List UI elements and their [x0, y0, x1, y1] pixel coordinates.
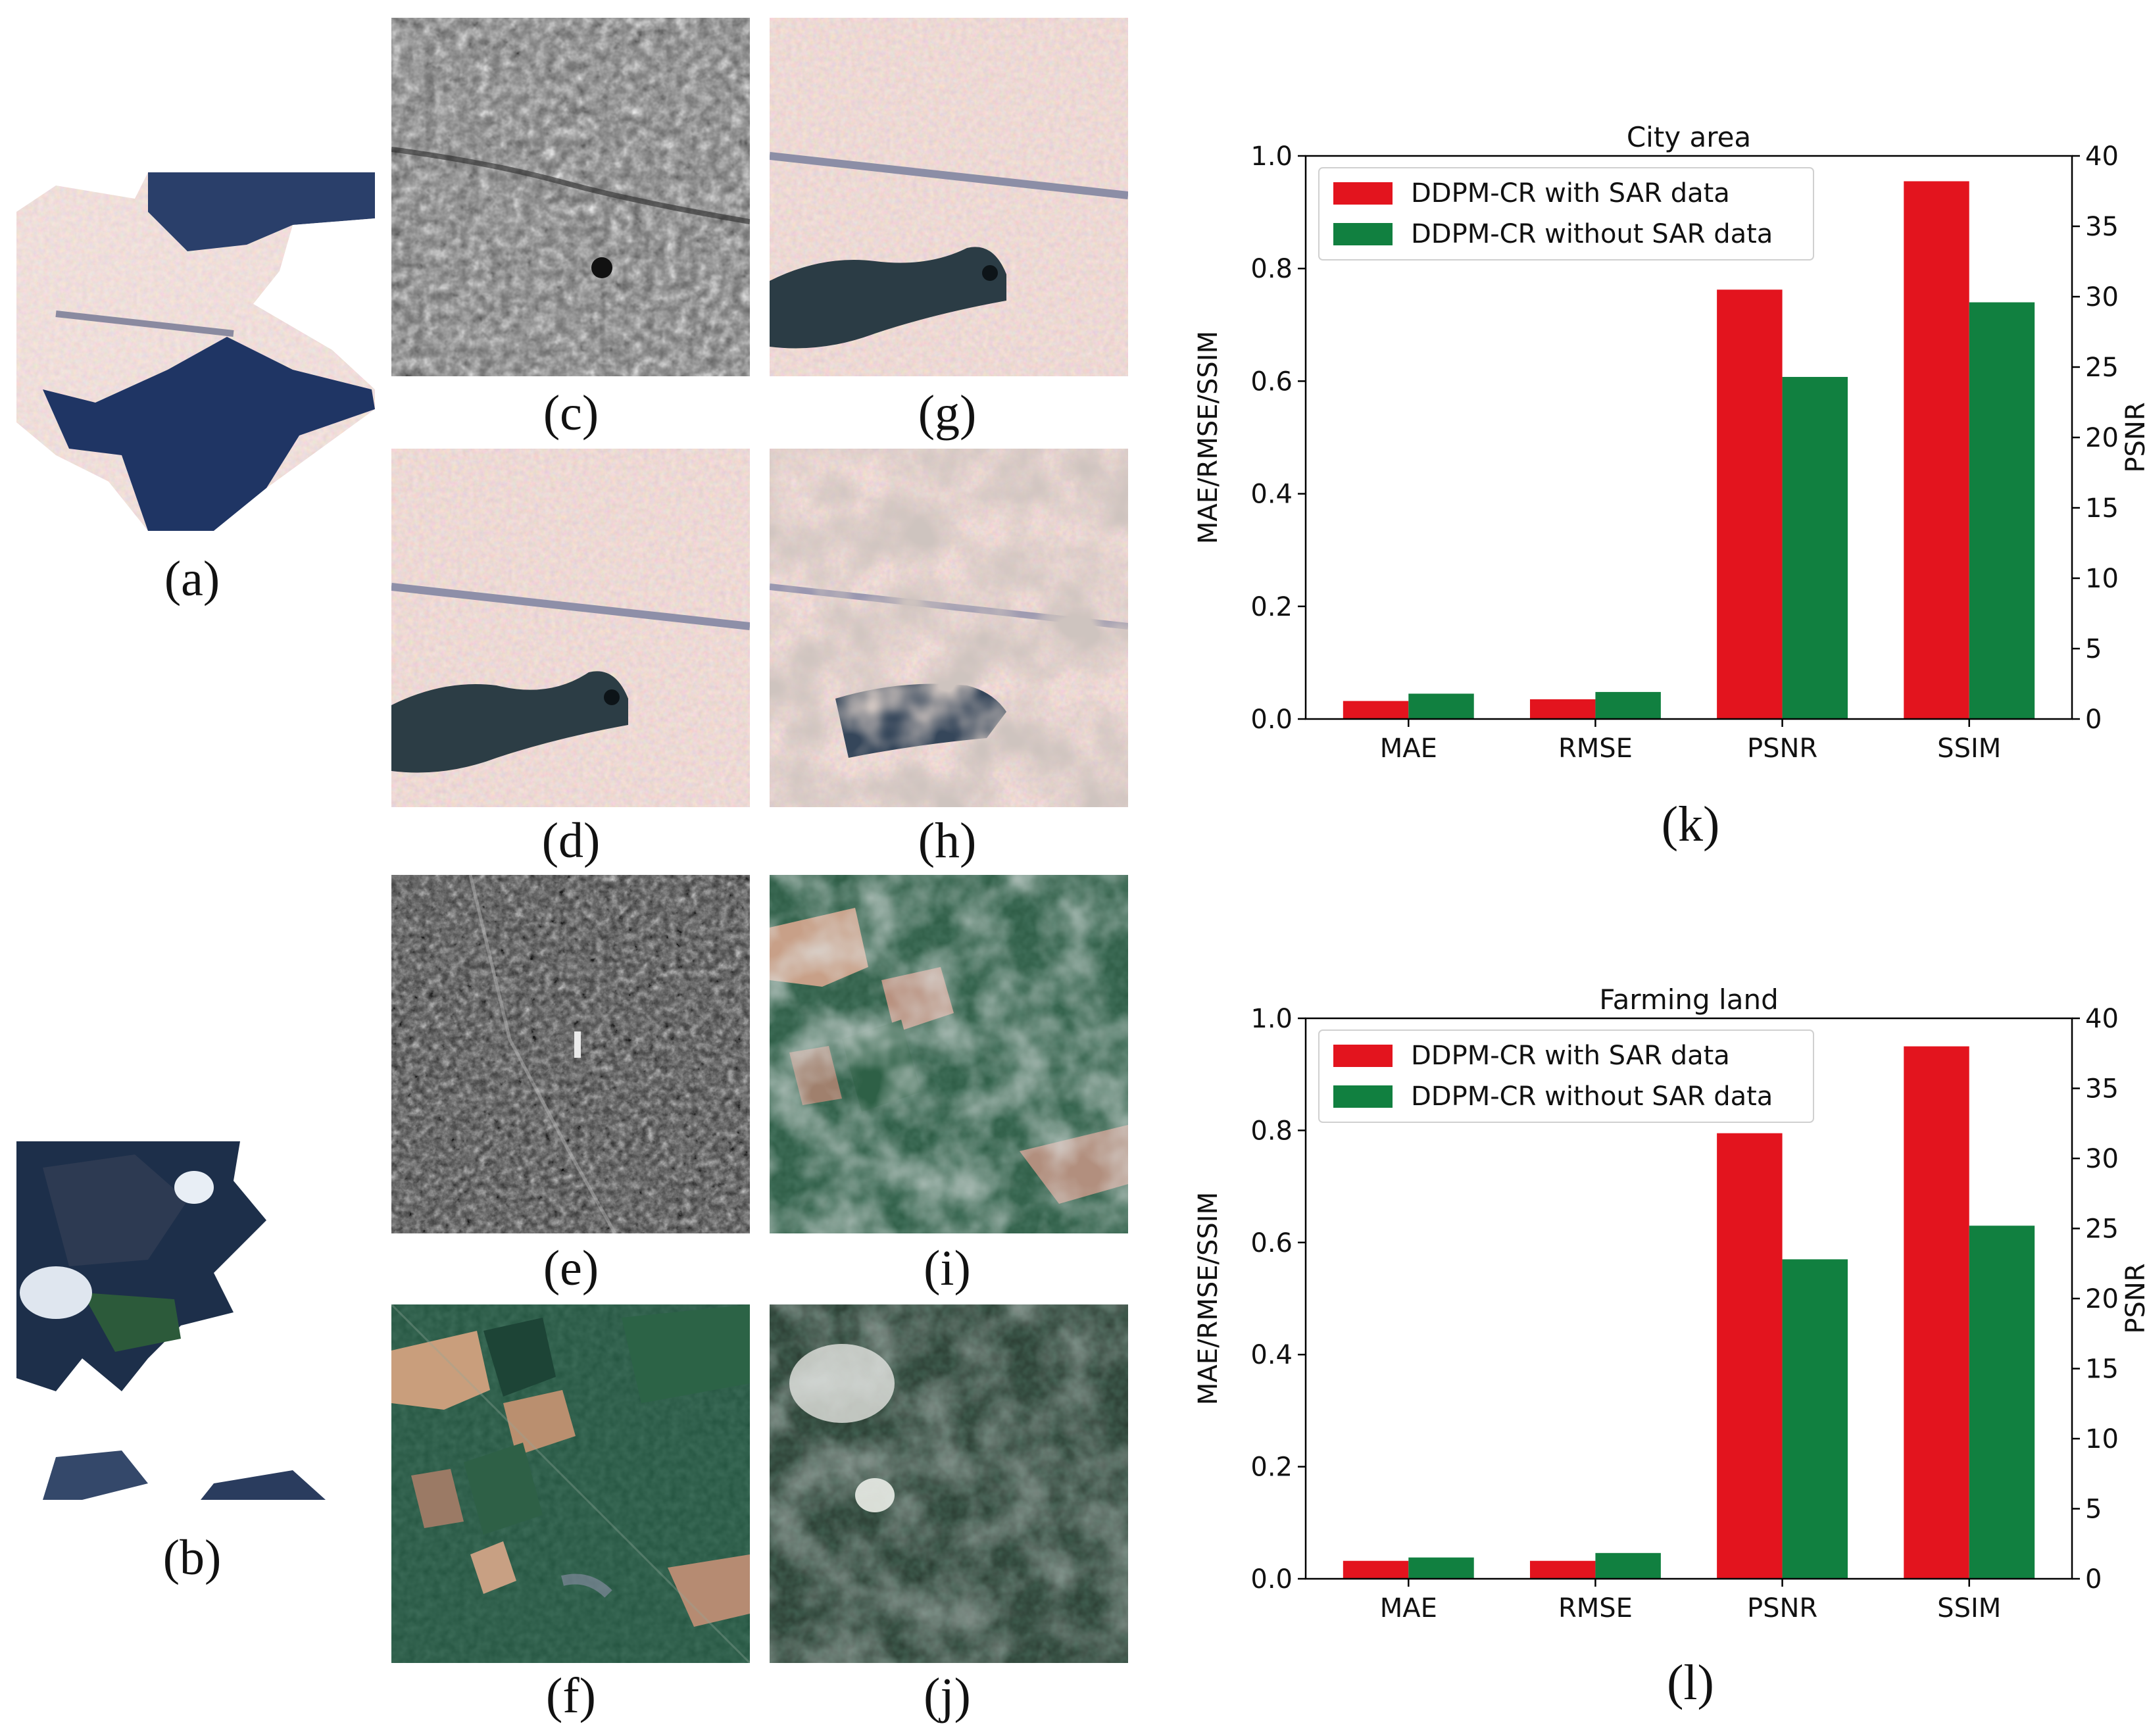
y-axis-label: MAE/RMSE/SSIM: [1193, 331, 1223, 544]
image-i-reconstructed-farmland: [770, 875, 1128, 1233]
y-right-tick-label: 30: [2085, 282, 2119, 312]
legend-swatch: [1333, 182, 1393, 205]
y-right-tick-label: 15: [2085, 493, 2119, 524]
chart-title: City area: [1627, 121, 1751, 153]
y-right-tick-label: 5: [2085, 634, 2102, 664]
caption-f: (f): [546, 1668, 596, 1724]
caption-k: (k): [1661, 797, 1720, 852]
bar-ssim-series-0: [1904, 1046, 1969, 1579]
y-right-tick-label: 40: [2085, 141, 2119, 172]
legend-box: [1318, 167, 1814, 260]
y-tick-label: 1.0: [1250, 1004, 1293, 1034]
image-f-clear-farmland: [391, 1304, 750, 1663]
caption-d: (d): [541, 813, 601, 868]
legend-box: [1318, 1029, 1814, 1123]
legend-label: DDPM-CR with SAR data: [1411, 1041, 1730, 1071]
y-axis-label: MAE/RMSE/SSIM: [1193, 1192, 1223, 1405]
x-tick-label: RMSE: [1558, 733, 1633, 764]
legend-label: DDPM-CR without SAR data: [1411, 219, 1773, 249]
caption-j: (j): [924, 1668, 971, 1724]
bar-mae-series-0: [1343, 1560, 1409, 1579]
y-tick-label: 0.8: [1250, 254, 1293, 284]
y-right-tick-label: 0: [2085, 705, 2102, 735]
y-right-tick-label: 20: [2085, 1284, 2119, 1314]
image-c-sar-city: [391, 18, 750, 376]
y-right-axis-label: PSNR: [2121, 402, 2147, 472]
y-tick-label: 0.6: [1250, 366, 1293, 397]
bar-ssim-series-1: [1969, 1226, 2035, 1579]
y-tick-label: 0.4: [1250, 480, 1293, 510]
x-tick-label: MAE: [1380, 1593, 1437, 1624]
caption-e: (e): [543, 1241, 599, 1296]
legend-swatch: [1333, 223, 1393, 245]
bar-rmse-series-0: [1529, 699, 1596, 719]
chart-1: MAE RMSE PSNR SSIM 0.0 0.2 0.4 0.6 0.8 1.0 0 5 10 15 2…: [1193, 983, 2147, 1624]
y-tick-label: 1.0: [1250, 141, 1293, 172]
x-tick-label: PSNR: [1747, 1593, 1817, 1624]
y-tick-label: 0.2: [1250, 1452, 1293, 1483]
y-right-tick-label: 25: [2085, 1214, 2119, 1245]
bar-rmse-series-0: [1529, 1560, 1596, 1579]
bar-mae-series-0: [1343, 701, 1409, 719]
y-right-tick-label: 20: [2085, 423, 2119, 453]
caption-g: (g): [918, 385, 977, 441]
y-right-tick-label: 10: [2085, 1424, 2119, 1454]
y-right-tick-label: 10: [2085, 564, 2119, 594]
legend-swatch: [1333, 1045, 1393, 1067]
y-right-tick-label: 30: [2085, 1144, 2119, 1174]
legend-label: DDPM-CR without SAR data: [1411, 1081, 1773, 1112]
x-tick-label: MAE: [1380, 733, 1437, 764]
x-tick-label: PSNR: [1747, 733, 1817, 764]
y-tick-label: 0.2: [1250, 592, 1293, 622]
bar-ssim-series-0: [1904, 181, 1969, 719]
x-tick-label: SSIM: [1937, 733, 2001, 764]
bar-psnr-series-1: [1782, 376, 1848, 719]
bar-rmse-series-1: [1595, 1552, 1661, 1579]
y-tick-label: 0.6: [1250, 1228, 1293, 1258]
chart-title: Farming land: [1599, 983, 1778, 1016]
caption-c: (c): [543, 385, 599, 441]
y-right-tick-label: 25: [2085, 353, 2119, 383]
image-a-cloudy-city: [16, 172, 375, 531]
image-g-reconstructed-city: [770, 18, 1128, 376]
bar-mae-series-1: [1408, 1557, 1474, 1579]
bar-psnr-series-0: [1717, 289, 1783, 719]
image-d-clear-city: [391, 449, 750, 807]
bar-psnr-series-1: [1782, 1259, 1848, 1579]
y-right-tick-label: 15: [2085, 1354, 2119, 1385]
bar-rmse-series-1: [1595, 691, 1661, 719]
caption-a: (a): [164, 551, 220, 607]
legend-label: DDPM-CR with SAR data: [1411, 178, 1730, 209]
bar-psnr-series-0: [1717, 1133, 1783, 1579]
bar-ssim-series-1: [1969, 302, 2035, 719]
y-right-tick-label: 35: [2085, 1074, 2119, 1104]
bar-mae-series-1: [1408, 693, 1474, 719]
caption-i: (i): [924, 1241, 971, 1296]
y-tick-label: 0.4: [1250, 1340, 1293, 1370]
image-h-reconstructed-city-no-sar: [770, 449, 1128, 807]
y-tick-label: 0.0: [1250, 705, 1293, 735]
y-right-tick-label: 0: [2085, 1564, 2102, 1595]
chart-0: MAE RMSE PSNR SSIM 0.0 0.2 0.4 0.6 0.8 1.0 0 5 10 15 2…: [1193, 121, 2147, 764]
x-tick-label: RMSE: [1558, 1593, 1633, 1624]
image-e-sar-farmland: [391, 875, 750, 1233]
y-right-tick-label: 40: [2085, 1004, 2119, 1034]
y-tick-label: 0.8: [1250, 1116, 1293, 1146]
y-right-tick-label: 35: [2085, 212, 2119, 242]
legend-swatch: [1333, 1085, 1393, 1108]
caption-b: (b): [162, 1530, 222, 1585]
y-right-tick-label: 5: [2085, 1495, 2102, 1525]
y-tick-label: 0.0: [1250, 1564, 1293, 1595]
caption-h: (h): [918, 813, 977, 868]
image-j-reconstructed-farmland-no-sar: [770, 1304, 1128, 1663]
y-right-axis-label: PSNR: [2121, 1263, 2147, 1333]
image-b-cloudy-farmland: [16, 1141, 375, 1500]
caption-l: (l): [1667, 1655, 1714, 1710]
x-tick-label: SSIM: [1937, 1593, 2001, 1624]
